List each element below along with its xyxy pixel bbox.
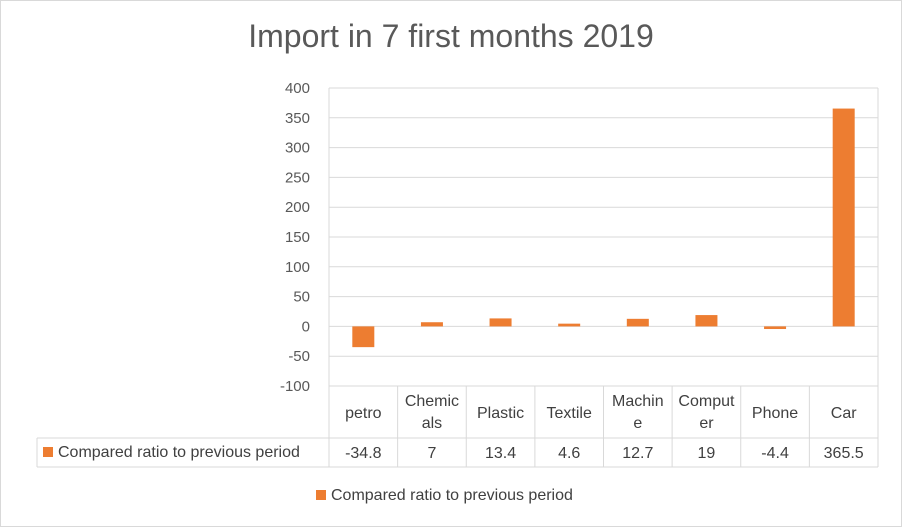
category-label: er	[699, 415, 714, 432]
y-tick-label: 100	[285, 259, 310, 276]
bar	[695, 315, 718, 327]
bar	[626, 318, 649, 327]
table-series-key	[43, 447, 53, 457]
data-value-label: -34.8	[345, 445, 382, 462]
y-tick-label: -100	[280, 378, 310, 395]
data-value-label: 365.5	[824, 445, 864, 462]
data-value-label: -4.4	[761, 445, 789, 462]
bars	[352, 108, 855, 348]
category-label: Machin	[612, 393, 664, 410]
legend-label: Compared ratio to previous period	[331, 487, 573, 504]
data-value-label: 19	[698, 445, 716, 462]
y-tick-label: -50	[288, 348, 310, 365]
data-value-label: 4.6	[558, 445, 580, 462]
category-label: Chemic	[405, 393, 459, 410]
legend: Compared ratio to previous period	[316, 487, 573, 504]
chart-title: Import in 7 first months 2019	[248, 18, 654, 54]
y-tick-label: 300	[285, 140, 310, 157]
data-value-label: 7	[427, 445, 436, 462]
y-tick-label: 200	[285, 199, 310, 216]
category-label: Comput	[678, 393, 735, 410]
category-label: Car	[831, 405, 857, 422]
y-axis-ticks: 400 350 300 250 200 150 100 50 0 -50 -100	[280, 80, 310, 395]
table-series-name: Compared ratio to previous period	[58, 444, 300, 461]
category-label: Textile	[547, 405, 592, 422]
data-value-label: 12.7	[622, 445, 653, 462]
y-tick-label: 0	[302, 318, 310, 335]
bar	[558, 323, 581, 327]
bar	[832, 108, 855, 327]
legend-swatch	[316, 490, 326, 500]
y-tick-label: 350	[285, 110, 310, 127]
bar	[420, 322, 443, 327]
category-label: Plastic	[477, 405, 524, 422]
gridlines	[328, 87, 879, 387]
y-tick-label: 250	[285, 169, 310, 186]
bar	[764, 326, 787, 330]
bar	[489, 318, 512, 327]
category-label: e	[633, 415, 642, 432]
data-table: petro Chemic als Plastic Textile Machin e Compu…	[36, 385, 879, 468]
y-tick-label: 50	[293, 289, 310, 306]
category-label: Phone	[752, 405, 798, 422]
y-tick-label: 150	[285, 229, 310, 246]
data-value-label: 13.4	[485, 445, 516, 462]
y-tick-label: 400	[285, 80, 310, 97]
bar	[352, 326, 375, 348]
category-label: petro	[345, 405, 382, 422]
category-label: als	[422, 415, 442, 432]
